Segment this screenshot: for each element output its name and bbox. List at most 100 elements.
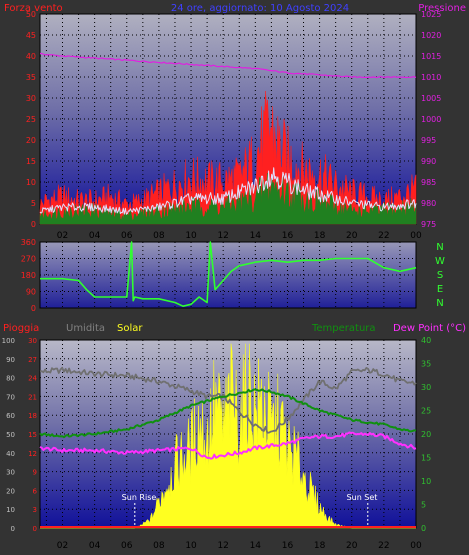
temperature-axis-tick: 30 <box>421 383 431 392</box>
chart-title: 24 ore, aggiornato: 10 Agosto 2024 <box>171 3 349 14</box>
pressure-axis-tick: 1005 <box>421 94 441 103</box>
x-tick-label: 10 <box>185 231 197 241</box>
x-tick-label: 20 <box>346 541 358 551</box>
temperature-axis-tick: 5 <box>421 501 426 510</box>
sunset-label: Sun Set <box>347 493 378 502</box>
x-tick-label: 00 <box>410 541 422 551</box>
humidity-axis-tick: 30 <box>6 469 15 477</box>
humidity-axis-tick: 100 <box>2 337 15 345</box>
pressure-axis-tick: 995 <box>421 136 436 145</box>
x-tick-label: 22 <box>378 541 389 551</box>
pressure-axis-tick: 985 <box>421 178 436 187</box>
compass-label: N <box>436 298 443 309</box>
marks-layer <box>39 52 417 529</box>
direction-axis-tick: 270 <box>21 255 36 264</box>
x-tick-label: 14 <box>250 231 262 241</box>
humidity-axis-tick: 80 <box>6 375 15 383</box>
x-tick-label: 08 <box>153 541 165 551</box>
rain-axis-tick: 6 <box>33 487 38 495</box>
x-tick-label: 18 <box>314 541 326 551</box>
x-tick-label: 22 <box>378 231 389 241</box>
humidity-axis-tick: 90 <box>6 356 15 364</box>
x-tick-label: 20 <box>346 231 358 241</box>
rain-axis-tick: 18 <box>28 412 37 420</box>
wind-axis-tick: 15 <box>26 157 36 166</box>
x-tick-label: 06 <box>121 541 133 551</box>
direction-axis-tick: 90 <box>26 288 36 297</box>
x-tick-label: 02 <box>57 541 68 551</box>
wind-axis-tick: 5 <box>31 199 36 208</box>
compass-label: W <box>435 256 445 267</box>
sunrise-label: Sun Rise <box>122 493 157 502</box>
temperature-line <box>39 388 417 439</box>
pressure-axis-tick: 975 <box>421 220 436 229</box>
humidity-line <box>39 366 417 434</box>
wind-axis-tick: 35 <box>26 73 36 82</box>
x-tick-label: 06 <box>121 231 133 241</box>
pressure-axis-tick: 980 <box>421 199 436 208</box>
wind-axis-tick: 40 <box>26 52 36 61</box>
rain-axis-tick: 9 <box>33 469 37 477</box>
x-tick-label: 04 <box>89 231 101 241</box>
humidity-axis-tick: 20 <box>6 487 15 495</box>
solar-legend: Solar <box>117 323 143 334</box>
compass-label: S <box>437 270 443 281</box>
rain-axis-tick: 3 <box>33 506 37 514</box>
temperature-axis-tick: 20 <box>421 430 431 439</box>
x-tick-label: 02 <box>57 231 68 241</box>
rain-legend: Pioggia <box>3 323 39 334</box>
temperature-axis-tick: 25 <box>421 407 431 416</box>
x-tick-label: 08 <box>153 231 165 241</box>
x-tick-label: 12 <box>217 231 228 241</box>
dewpoint-legend: Dew Point (°C) <box>393 323 466 334</box>
compass-label: E <box>437 284 443 295</box>
pressure-axis-tick: 1020 <box>421 31 441 40</box>
wind-speed-title: Forza vento <box>4 3 63 14</box>
humidity-legend: Umidita <box>66 323 105 334</box>
rain-axis-tick: 21 <box>28 393 37 401</box>
pressure-line <box>40 52 417 79</box>
temperature-axis-tick: 15 <box>421 454 431 463</box>
humidity-axis-tick: 70 <box>6 393 15 401</box>
rain-axis-tick: 30 <box>28 337 37 345</box>
x-tick-label: 04 <box>89 541 101 551</box>
direction-axis-tick: 360 <box>21 238 36 247</box>
wind-axis-tick: 50 <box>26 10 36 19</box>
temperature-axis-tick: 35 <box>421 360 431 369</box>
compass-label: N <box>436 242 443 253</box>
x-tick-label: 12 <box>217 541 228 551</box>
temperature-axis-tick: 10 <box>421 477 431 486</box>
direction-axis-tick: 0 <box>31 304 36 313</box>
dewpoint-line <box>39 431 417 460</box>
axes-layer: 0510152025303540455097598098599099510001… <box>2 10 445 551</box>
temperature-legend: Temperatura <box>311 323 376 334</box>
rain-axis-tick: 27 <box>28 356 37 364</box>
rain-axis-tick: 0 <box>33 525 37 533</box>
wind-axis-tick: 10 <box>26 178 36 187</box>
wind-direction-line <box>40 241 417 308</box>
humidity-axis-tick: 60 <box>6 412 15 420</box>
x-tick-label: 10 <box>185 541 197 551</box>
temperature-axis-tick: 0 <box>421 524 426 533</box>
wind-axis-tick: 0 <box>31 220 36 229</box>
temperature-axis-tick: 40 <box>421 336 431 345</box>
x-tick-label: 16 <box>282 231 294 241</box>
pressure-axis-tick: 1015 <box>421 52 441 61</box>
humidity-axis-tick: 0 <box>11 525 15 533</box>
pressure-title: Pressione <box>418 3 466 14</box>
wind-average-line <box>39 167 417 215</box>
wind-axis-tick: 45 <box>26 31 36 40</box>
x-tick-label: 18 <box>314 231 326 241</box>
humidity-axis-tick: 10 <box>6 506 15 514</box>
pressure-axis-tick: 1025 <box>421 10 441 19</box>
pressure-axis-tick: 990 <box>421 157 436 166</box>
rain-axis-tick: 24 <box>28 375 37 383</box>
wind-axis-tick: 20 <box>26 136 36 145</box>
humidity-axis-tick: 50 <box>6 431 15 439</box>
wind-axis-tick: 30 <box>26 94 36 103</box>
rain-axis-tick: 12 <box>28 450 37 458</box>
direction-axis-tick: 180 <box>21 271 36 280</box>
x-tick-label: 00 <box>410 231 422 241</box>
wind-axis-tick: 25 <box>26 115 36 124</box>
